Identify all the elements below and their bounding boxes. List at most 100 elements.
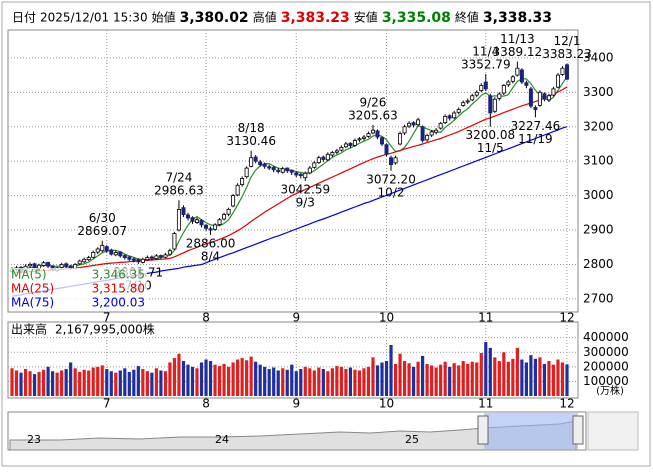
annotation-date: 6/30	[89, 211, 116, 225]
volume-bar	[308, 368, 312, 396]
x-tick-label: 9	[292, 397, 300, 411]
candle-body	[492, 98, 497, 112]
volume-bar	[371, 357, 375, 396]
y-tick-label: 400000	[583, 330, 629, 344]
volume-bar	[51, 371, 55, 396]
candle-body	[316, 157, 321, 163]
candle-body	[176, 208, 181, 231]
volume-bar	[118, 370, 122, 396]
y-tick-label: 3000	[583, 188, 614, 202]
candle-body	[533, 107, 538, 110]
candle-body	[73, 264, 78, 270]
candle-body	[32, 263, 37, 269]
volume-bar	[19, 372, 23, 396]
volume-bar	[272, 367, 276, 396]
candle-body	[104, 246, 109, 252]
navigator-label: 23	[27, 433, 41, 446]
volume-bar	[556, 359, 560, 396]
candle-body	[348, 142, 353, 147]
candle-body	[452, 112, 457, 119]
volume-bar	[538, 357, 542, 396]
x-tick-label: 11	[478, 311, 493, 325]
candle-body	[510, 76, 515, 82]
candle-body	[501, 85, 506, 94]
annotation-date: 12/1	[554, 34, 581, 48]
volume-bar	[10, 368, 14, 396]
volume-bar	[263, 366, 267, 396]
candle-body	[447, 115, 452, 119]
candle-body	[86, 257, 91, 261]
y-unit: (万株)	[596, 384, 624, 397]
navigator-selection[interactable]	[484, 413, 578, 449]
volume-bar	[317, 367, 321, 396]
candle-body	[46, 262, 51, 267]
volume-bar	[114, 372, 118, 396]
volume-bar	[96, 366, 100, 396]
candle-body	[524, 82, 529, 86]
legend-label: MA(25)	[11, 282, 54, 296]
candle-body	[506, 81, 511, 86]
volume-bar	[190, 366, 195, 396]
volume-bar	[411, 366, 416, 396]
volume-bar	[41, 369, 46, 396]
candle-body	[122, 255, 127, 258]
volume-bar	[430, 365, 434, 396]
candle-body	[528, 88, 533, 107]
candle-body	[217, 219, 222, 225]
volume-bar	[82, 369, 86, 396]
candle-body	[321, 156, 326, 160]
x-tick-label: 11	[478, 397, 493, 411]
annotation-price: 3205.63	[348, 108, 398, 122]
candle-body	[416, 119, 421, 126]
navigator-handle[interactable]	[477, 415, 489, 445]
volume-bar	[452, 363, 456, 396]
volume-bar	[366, 366, 371, 396]
candle-body	[398, 133, 403, 145]
volume-bar	[281, 368, 285, 396]
candle-body	[167, 250, 172, 255]
candle-body	[379, 137, 384, 145]
legend-value: 3,315.80	[92, 282, 145, 296]
x-tick-label: 8	[202, 397, 210, 411]
candle-body	[271, 166, 276, 171]
candle-body	[181, 207, 186, 215]
x-tick-label: 8	[202, 311, 210, 325]
candle-body	[244, 167, 249, 178]
candle-body	[131, 258, 136, 261]
candle-body	[443, 116, 448, 124]
legend-label: MA(5)	[11, 268, 47, 282]
candle-body	[59, 264, 64, 268]
candle-body	[95, 248, 100, 253]
volume-bar	[285, 369, 289, 396]
volume-latest: 2,167,995,000株	[55, 322, 155, 337]
candle-body	[298, 173, 303, 177]
volume-bar	[484, 342, 488, 396]
volume-bar	[475, 362, 479, 396]
candle-body	[267, 166, 272, 169]
navigator-handle[interactable]	[572, 415, 584, 445]
volume-bar	[488, 347, 492, 396]
volume-bar	[560, 362, 565, 396]
candle-body	[537, 91, 542, 106]
candle-body	[555, 74, 560, 88]
volume-bar	[55, 372, 59, 396]
annotation-price: 3042.59	[280, 182, 330, 196]
navigator-label: 25	[405, 433, 419, 446]
volume-bar	[511, 358, 515, 396]
volume-bar	[384, 361, 389, 396]
volume-bar	[303, 366, 307, 396]
volume-bar	[497, 361, 501, 396]
volume-bar	[312, 370, 316, 396]
candle-body	[140, 258, 145, 263]
y-tick-label: 3400	[583, 50, 614, 64]
volume-bar	[231, 362, 235, 396]
legend-label: MA(75)	[11, 296, 54, 310]
volume-bar	[213, 364, 217, 396]
volume-bar	[181, 361, 186, 396]
volume-bar	[448, 366, 452, 396]
scroll-track[interactable]	[587, 411, 639, 451]
volume-bar	[254, 361, 258, 396]
volume-bar	[64, 369, 68, 396]
candle-body	[334, 150, 339, 153]
header-text: 2025/12/01 15:30	[40, 11, 148, 25]
